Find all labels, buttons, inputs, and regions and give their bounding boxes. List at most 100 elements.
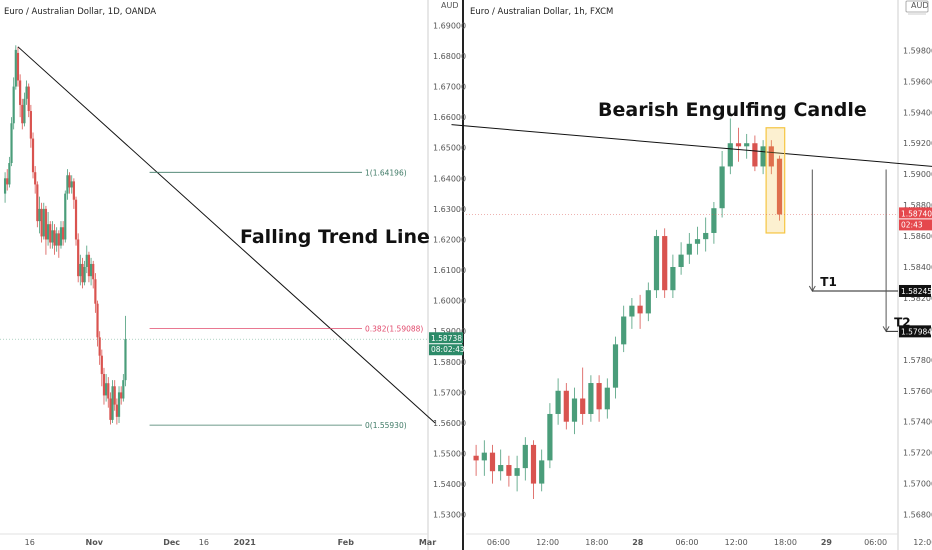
right-candle-body <box>604 387 610 410</box>
left-candle-body <box>94 279 97 304</box>
left-candle-body <box>25 86 28 99</box>
left-candle-body <box>55 233 58 246</box>
right-candle-body <box>580 398 586 414</box>
right-candle-body <box>539 460 545 484</box>
left-candle-body <box>105 383 108 396</box>
right-chart-title: Euro / Australian Dollar, 1h, FXCM <box>470 7 613 17</box>
right-y-tick-label: 1.57600 <box>903 387 932 396</box>
left-candle-body <box>68 175 71 188</box>
target-label: T1 <box>820 275 837 289</box>
left-x-tick-label: Mar <box>419 538 436 547</box>
target-price-tag <box>899 284 931 297</box>
left-candle-body <box>19 80 22 105</box>
left-x-tick-label: Dec <box>163 538 180 547</box>
right-candle-body <box>719 166 725 209</box>
right-y-tick-label: 1.59000 <box>903 170 932 179</box>
left-candle-body <box>87 254 91 277</box>
left-y-tick-label: 1.64000 <box>433 174 466 183</box>
left-x-tick-label: 2021 <box>234 538 257 547</box>
right-y-tick-label: 1.58200 <box>903 294 932 303</box>
left-y-tick-label: 1.58000 <box>433 358 466 367</box>
left-candle-body <box>16 52 20 81</box>
right-candle-body <box>776 158 783 215</box>
left-candle-body <box>124 339 127 381</box>
right-candle-body <box>686 243 692 255</box>
target-price-tag-text: 1.58245 <box>901 287 932 296</box>
left-candle-body <box>100 355 103 375</box>
right-candle-body <box>473 455 479 461</box>
right-candle-body <box>653 236 660 291</box>
left-candle-body <box>83 267 86 283</box>
left-y-tick-label: 1.60000 <box>433 297 466 306</box>
fib-level-label: 0(1.55930) <box>365 421 407 430</box>
left-candle-body <box>111 386 114 420</box>
right-candle-body <box>522 444 528 469</box>
left-candle-body <box>51 230 54 243</box>
right-candle-body <box>703 232 709 240</box>
left-y-tick-label: 1.61000 <box>433 266 466 275</box>
left-candle-body <box>59 227 63 246</box>
left-y-tick-label: 1.65000 <box>433 144 466 153</box>
right-trend-line <box>451 124 932 167</box>
left-y-tick-label: 1.62000 <box>433 235 466 244</box>
left-candle-body <box>85 254 88 267</box>
left-candle-body <box>79 263 82 277</box>
right-x-tick-label: 28 <box>632 538 644 547</box>
left-candle-body <box>96 303 99 338</box>
left-x-tick-label: Feb <box>338 538 355 547</box>
left-candle-body <box>3 178 7 194</box>
right-x-tick-label: 12:00 <box>725 538 748 547</box>
right-candle-body <box>621 316 627 345</box>
right-candle-body <box>727 143 733 167</box>
left-candle-body <box>57 233 60 246</box>
right-y-tick-label: 1.58600 <box>903 232 932 241</box>
right-x-tick-label: 18:00 <box>774 538 797 547</box>
left-candle-body <box>70 181 73 188</box>
left-candle-body <box>29 111 32 139</box>
left-candle-body <box>113 386 116 405</box>
left-y-tick-label: 1.53000 <box>433 511 466 520</box>
left-candle-body <box>77 239 80 277</box>
left-candle-body <box>53 230 56 246</box>
right-candle-body <box>481 452 487 461</box>
left-trend-line <box>17 46 436 424</box>
right-candle-body <box>678 254 684 267</box>
right-y-tick-label: 1.58800 <box>903 201 932 210</box>
right-candle-body <box>629 305 635 317</box>
left-candle-body <box>6 178 9 185</box>
right-y-tick-label: 1.57800 <box>903 356 932 365</box>
right-candle-body <box>694 239 701 244</box>
right-y-tick-label: 1.59600 <box>903 77 932 86</box>
left-candle-body <box>44 208 48 240</box>
right-candle-body <box>760 146 766 167</box>
annotation-bearish-engulfing: Bearish Engulfing Candle <box>598 99 867 121</box>
target-price-tag-text: 1.57984 <box>901 327 932 336</box>
right-candle-body <box>530 444 537 484</box>
right-candle-body <box>752 143 758 167</box>
left-candle-body <box>40 208 43 237</box>
left-candle-body <box>34 172 37 185</box>
right-countdown: 02:43 <box>901 220 923 229</box>
left-y-tick-label: 1.55000 <box>433 450 466 459</box>
left-candle-body <box>8 163 11 185</box>
left-chart-title: Euro / Australian Dollar, 1D, OANDA <box>4 7 156 17</box>
right-candle-body <box>588 383 594 414</box>
left-last-price-tag <box>429 332 463 344</box>
right-candle-body <box>645 290 651 314</box>
left-candle-body <box>102 374 106 396</box>
right-last-price: 1.58740 <box>901 209 932 218</box>
left-countdown-tag <box>429 344 463 356</box>
right-candle-body <box>596 383 602 410</box>
target-price-tag <box>899 325 931 338</box>
left-candle-body <box>72 181 75 200</box>
right-candle-body <box>498 465 504 472</box>
left-candle-body <box>12 86 15 124</box>
left-candle-body <box>74 199 78 240</box>
right-y-tick-label: 1.59400 <box>903 108 932 117</box>
left-candle-body <box>81 263 84 283</box>
right-candle-body <box>506 465 512 476</box>
right-candle-body <box>711 208 717 233</box>
left-candle-body <box>38 208 41 222</box>
